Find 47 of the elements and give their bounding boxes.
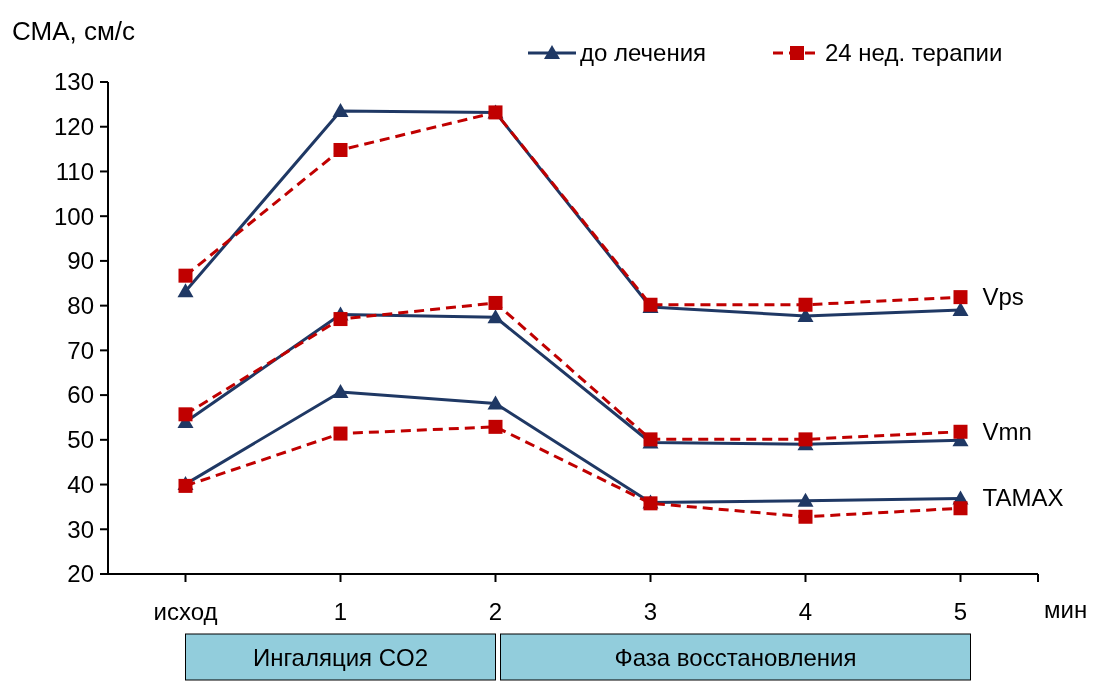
point — [177, 283, 194, 298]
point — [487, 395, 504, 410]
x-tick-label: 1 — [333, 598, 348, 625]
y-tick-label: 90 — [67, 247, 94, 275]
point — [333, 426, 348, 441]
point — [178, 268, 193, 283]
annotation: Vmn — [982, 417, 1032, 445]
point — [488, 295, 503, 310]
annotation: TAMAX — [982, 484, 1064, 512]
point — [333, 312, 348, 327]
legend-label: до лечения — [580, 39, 707, 66]
y-tick-label: 30 — [67, 515, 94, 543]
point — [798, 432, 813, 447]
x-tick-label: исход — [153, 598, 218, 625]
point — [798, 297, 813, 312]
y-tick-label: 110 — [55, 157, 94, 185]
point — [332, 103, 349, 118]
point — [333, 142, 348, 157]
point — [953, 501, 968, 516]
legend-label: 24 нед. терапии — [825, 39, 1003, 66]
annotation: Vps — [982, 283, 1024, 311]
point — [953, 424, 968, 439]
point — [487, 309, 504, 324]
x-axis-title: мин — [1044, 596, 1088, 623]
y-tick-label: 60 — [67, 381, 94, 409]
y-tick-label: 120 — [53, 113, 94, 141]
y-tick-label: 130 — [53, 68, 94, 96]
point — [952, 302, 969, 317]
point — [798, 509, 813, 524]
x-tick-label: 2 — [488, 598, 503, 625]
point — [953, 290, 968, 305]
y-tick-label: 40 — [67, 470, 94, 498]
x-tick-label: 4 — [798, 598, 813, 625]
x-tick-label: 5 — [953, 598, 968, 625]
y-tick-label: 70 — [67, 336, 94, 364]
y-tick-label: 100 — [53, 202, 94, 230]
point — [178, 407, 193, 422]
y-tick-label: 80 — [67, 292, 94, 320]
text: Фаза восстановления — [614, 644, 857, 671]
y-tick-label: 50 — [67, 426, 94, 454]
point — [332, 383, 349, 398]
y-axis-title: СМА, см/с — [12, 16, 136, 46]
point — [488, 419, 503, 434]
y-tick-label: 20 — [67, 560, 94, 588]
text: Ингаляция CO2 — [252, 644, 429, 671]
point — [797, 492, 814, 507]
x-tick-label: 3 — [643, 598, 658, 625]
